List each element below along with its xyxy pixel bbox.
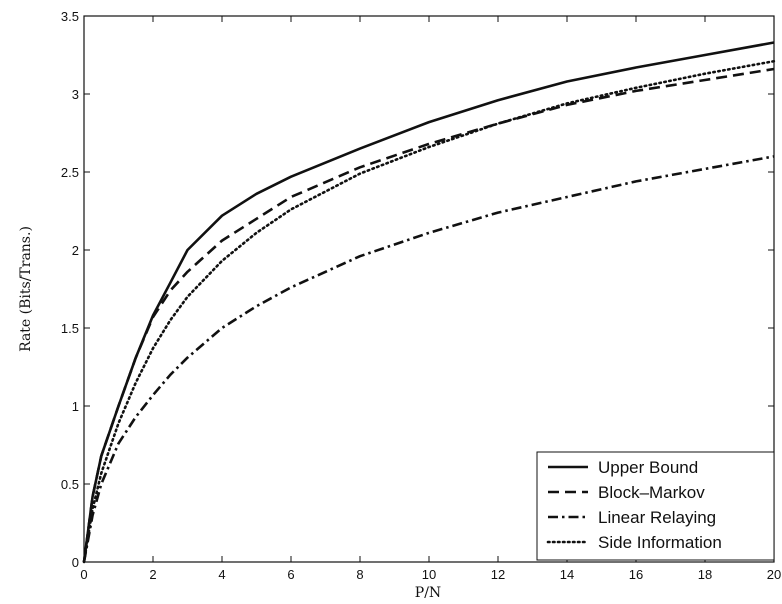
x-tick-label: 18 — [698, 567, 712, 582]
plot-frame — [83, 15, 775, 563]
legend-label-block-markov: Block–Markov — [598, 483, 705, 502]
x-tick-label: 14 — [560, 567, 574, 582]
y-axis-label: Rate (Bits/Trans.) — [18, 226, 34, 352]
axis-ticks: 0 2 4 6 8 10 12 14 16 18 20 0 0.5 1 1.5 2 2.5 3 3.5 — [61, 9, 781, 582]
y-tick-label: 3 — [72, 87, 79, 102]
y-tick-label: 3.5 — [61, 9, 79, 24]
x-tick-label: 10 — [422, 567, 436, 582]
series-line-side-information — [82, 59, 776, 564]
legend-label-upper-bound: Upper Bound — [598, 458, 698, 477]
x-tick-label: 8 — [356, 567, 363, 582]
x-tick-label: 16 — [629, 567, 643, 582]
y-tick-label: 2 — [72, 243, 79, 258]
x-tick-label: 20 — [767, 567, 781, 582]
series-lines — [82, 41, 776, 564]
x-axis-label: P/N — [415, 585, 441, 601]
legend: Upper Bound Block–Markov Linear Relaying… — [536, 451, 775, 561]
x-tick-label: 4 — [218, 567, 225, 582]
x-tick-label: 6 — [287, 567, 294, 582]
x-tick-label: 2 — [149, 567, 156, 582]
y-tick-label: 2.5 — [61, 165, 79, 180]
y-tick-label: 1 — [72, 399, 79, 414]
series-line-block-markov — [82, 67, 775, 563]
y-tick-label: 0.5 — [61, 477, 79, 492]
legend-box — [536, 451, 775, 561]
legend-label-side-information: Side Information — [598, 533, 722, 552]
y-tick-label: 1.5 — [61, 321, 79, 336]
series-line-upper-bound — [82, 41, 775, 563]
x-tick-label: 0 — [80, 567, 87, 582]
x-tick-label: 12 — [491, 567, 505, 582]
series-line-linear-relaying — [82, 155, 775, 563]
y-tick-label: 0 — [72, 555, 79, 570]
legend-label-linear-relaying: Linear Relaying — [598, 508, 716, 527]
